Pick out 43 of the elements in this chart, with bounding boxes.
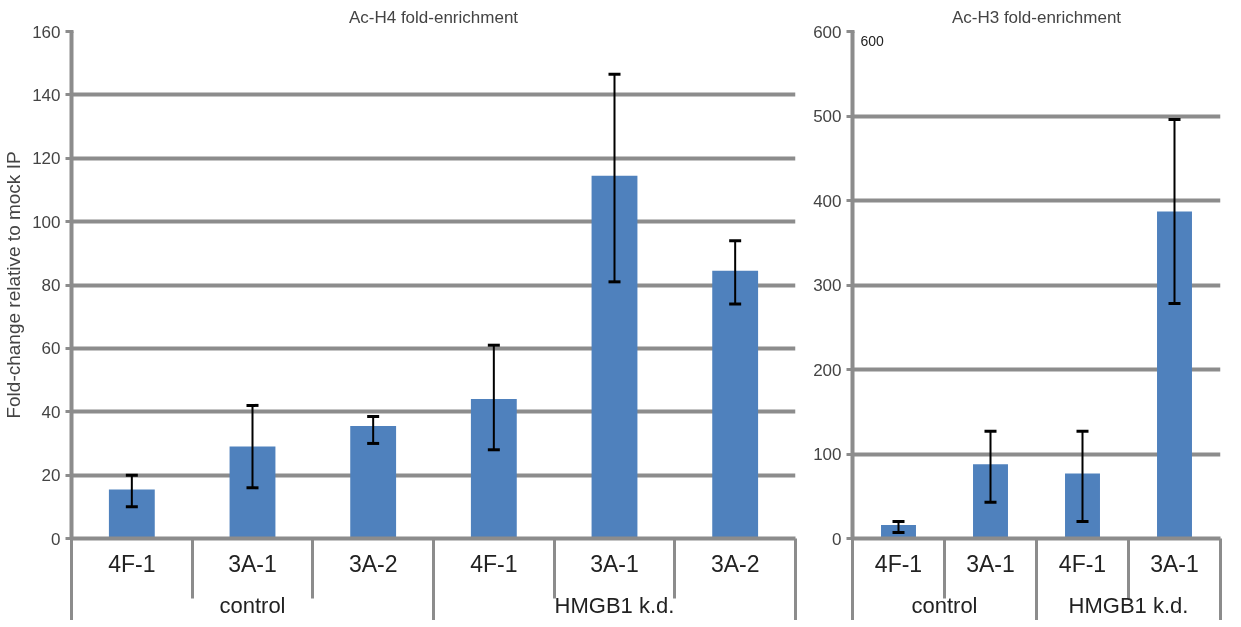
y-tick-label: 0 [832,529,842,549]
x-tick-label: 4F-1 [470,550,518,577]
x-tick-label: 3A-1 [966,550,1015,577]
y-axis-title: Fold-change relative to mock IP [3,151,25,419]
bar [108,489,155,539]
bar [973,464,1008,539]
y-tick-label: 500 [813,107,842,126]
x-tick-label: 4F-1 [1058,550,1107,577]
x-tick-label: 3A-2 [348,550,398,577]
y-tick-label: 60 [41,339,61,359]
y-tick-label: 200 [813,360,842,380]
bar [350,426,397,539]
y-tick-label: 40 [41,402,61,422]
bar [712,270,759,539]
x-tick-label: 4F-1 [874,550,923,577]
y-tick-label: 0 [51,529,61,549]
bar [470,399,517,539]
x-tick-label: 3A-1 [228,550,277,577]
y-tick-label: 100 [813,445,842,464]
y-tick-label: 100 [32,212,61,232]
bar [591,175,638,539]
x-tick-label: 4F-1 [108,550,156,577]
bar [1065,473,1100,539]
y-tick-label: 120 [32,149,61,169]
y-tick-label: 20 [41,466,61,486]
y-tick-label: 600 [813,22,842,42]
bar [1157,211,1192,539]
text: HMGB1 k.d. [1068,592,1189,618]
y-tick-label: 80 [41,276,61,295]
y-tick-label: 300 [813,276,842,295]
y-tick-label: 160 [32,22,61,42]
x-tick-label: 3A-1 [590,550,639,577]
x-tick-label: 3A-2 [710,550,760,577]
text: control [911,592,978,618]
text: control [219,592,286,618]
chart-title: Ac-H4 fold-enrichment [348,7,519,27]
chart-title: Ac-H3 fold-enrichment [951,7,1122,27]
text: HMGB1 k.d. [554,592,675,618]
annotation: 600 [860,32,885,49]
x-tick-label: 3A-1 [1150,550,1199,577]
y-tick-label: 140 [32,85,61,105]
y-tick-label: 400 [813,191,842,211]
bar [229,446,276,539]
